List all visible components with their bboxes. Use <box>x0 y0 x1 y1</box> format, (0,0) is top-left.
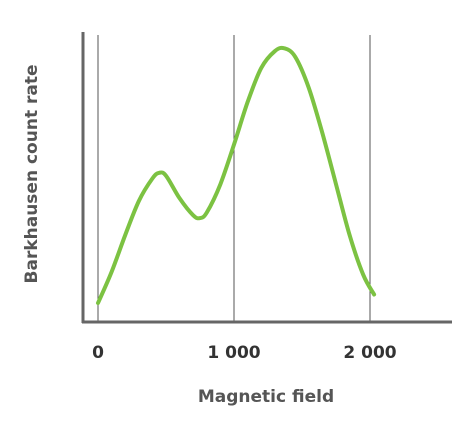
series-group <box>96 45 377 305</box>
x-tick-label: 1 000 <box>207 343 260 363</box>
grid-lines <box>97 35 371 322</box>
x-axis-title: Magnetic field <box>198 387 334 407</box>
x-tick-label: 2 000 <box>343 343 396 363</box>
y-axis-title: Barkhausen count rate <box>22 65 42 284</box>
series-line-0 <box>96 45 377 305</box>
x-tick-label: 0 <box>92 343 104 363</box>
x-tick-labels: 0 1 000 2 000 <box>92 343 397 363</box>
